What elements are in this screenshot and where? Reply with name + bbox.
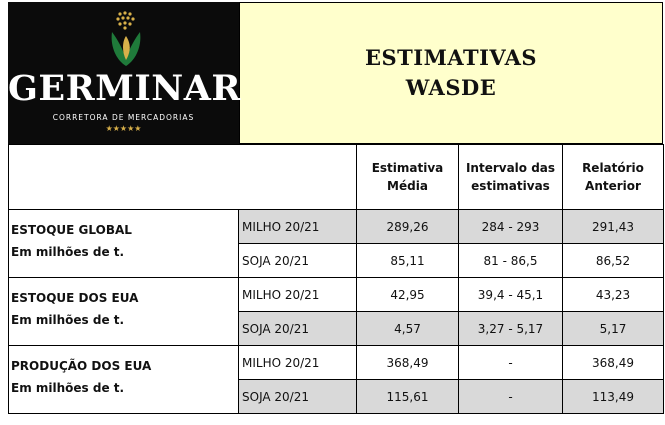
intervalo-cell: - [458, 379, 563, 414]
rating-stars-icon: ★★★★★ [105, 124, 142, 133]
crop-cell: SOJA 20/21 [238, 379, 357, 414]
media-cell: 4,57 [356, 311, 459, 346]
group-label: ESTOQUE GLOBAL [11, 223, 132, 237]
intervalo-cell: 284 - 293 [458, 209, 563, 244]
col-header-media-line2: Média [387, 179, 428, 193]
media-cell: 85,11 [356, 243, 459, 278]
germinar-logo: GERMINAR CORRETORA DE MERCADORIAS ★★★★★ [8, 2, 242, 144]
table-header-row: Estimativa Média Intervalo das estimativ… [8, 144, 664, 210]
crop-cell: SOJA 20/21 [238, 311, 357, 346]
media-cell: 368,49 [356, 345, 459, 380]
media-cell: 289,26 [356, 209, 459, 244]
col-header-intervalo-line2: estimativas [471, 179, 550, 193]
media-cell: 42,95 [356, 277, 459, 312]
group-label-cell: ESTOQUE GLOBAL Em milhões de t. [8, 209, 239, 278]
table-row: ESTOQUE GLOBAL Em milhões de t. MILHO 20… [8, 209, 664, 278]
anterior-cell: 368,49 [562, 345, 664, 380]
col-header-media-line1: Estimativa [371, 161, 444, 175]
corn-leaf-icon [111, 11, 141, 66]
anterior-cell: 5,17 [562, 311, 664, 346]
group-label-cell: ESTOQUE DOS EUA Em milhões de t. [8, 277, 239, 346]
crop-cell: MILHO 20/21 [238, 345, 357, 380]
col-header-anterior: Relatório Anterior [562, 144, 664, 210]
group-label: PRODUÇÃO DOS EUA [11, 359, 152, 373]
anterior-cell: 43,23 [562, 277, 664, 312]
anterior-cell: 291,43 [562, 209, 664, 244]
media-cell: 115,61 [356, 379, 459, 414]
anterior-cell: 113,49 [562, 379, 664, 414]
group-label-cell: PRODUÇÃO DOS EUA Em milhões de t. [8, 345, 239, 414]
col-header-anterior-line2: Anterior [585, 179, 641, 193]
group-unit: Em milhões de t. [11, 313, 125, 327]
table-row: SOJA 20/21 4,57 3,27 - 5,17 5,17 [9, 311, 664, 346]
group-unit: Em milhões de t. [11, 381, 125, 395]
intervalo-cell: - [458, 345, 563, 380]
group-label: ESTOQUE DOS EUA [11, 291, 139, 305]
table-row: SOJA 20/21 85,11 81 - 86,5 86,52 [9, 243, 664, 278]
table-row: ESTOQUE DOS EUA Em milhões de t. MILHO 2… [8, 277, 664, 346]
col-header-intervalo: Intervalo das estimativas [458, 144, 563, 210]
crop-cell: MILHO 20/21 [238, 277, 357, 312]
header-band: GERMINAR CORRETORA DE MERCADORIAS ★★★★★ … [8, 2, 663, 144]
col-header-intervalo-line1: Intervalo das [465, 161, 556, 175]
crop-cell: SOJA 20/21 [238, 243, 357, 278]
brand-subtitle: CORRETORA DE MERCADORIAS [52, 113, 195, 122]
header-blank-cell [8, 144, 357, 210]
intervalo-cell: 39,4 - 45,1 [458, 277, 563, 312]
estimates-table: Estimativa Média Intervalo das estimativ… [8, 144, 664, 414]
brand-name: GERMINAR [8, 68, 242, 109]
col-header-anterior-line1: Relatório [582, 161, 644, 175]
col-header-media: Estimativa Média [356, 144, 459, 210]
anterior-cell: 86,52 [562, 243, 664, 278]
title-box: ESTIMATIVAS WASDE [239, 2, 663, 144]
group-unit: Em milhões de t. [11, 245, 125, 259]
crop-cell: MILHO 20/21 [238, 209, 357, 244]
table-row: PRODUÇÃO DOS EUA Em milhões de t. MILHO … [8, 345, 664, 414]
title-line-2: WASDE [405, 75, 497, 100]
table-row: SOJA 20/21 115,61 - 113,49 [9, 379, 664, 414]
title-line-1: ESTIMATIVAS [364, 45, 538, 70]
intervalo-cell: 81 - 86,5 [458, 243, 563, 278]
intervalo-cell: 3,27 - 5,17 [458, 311, 563, 346]
